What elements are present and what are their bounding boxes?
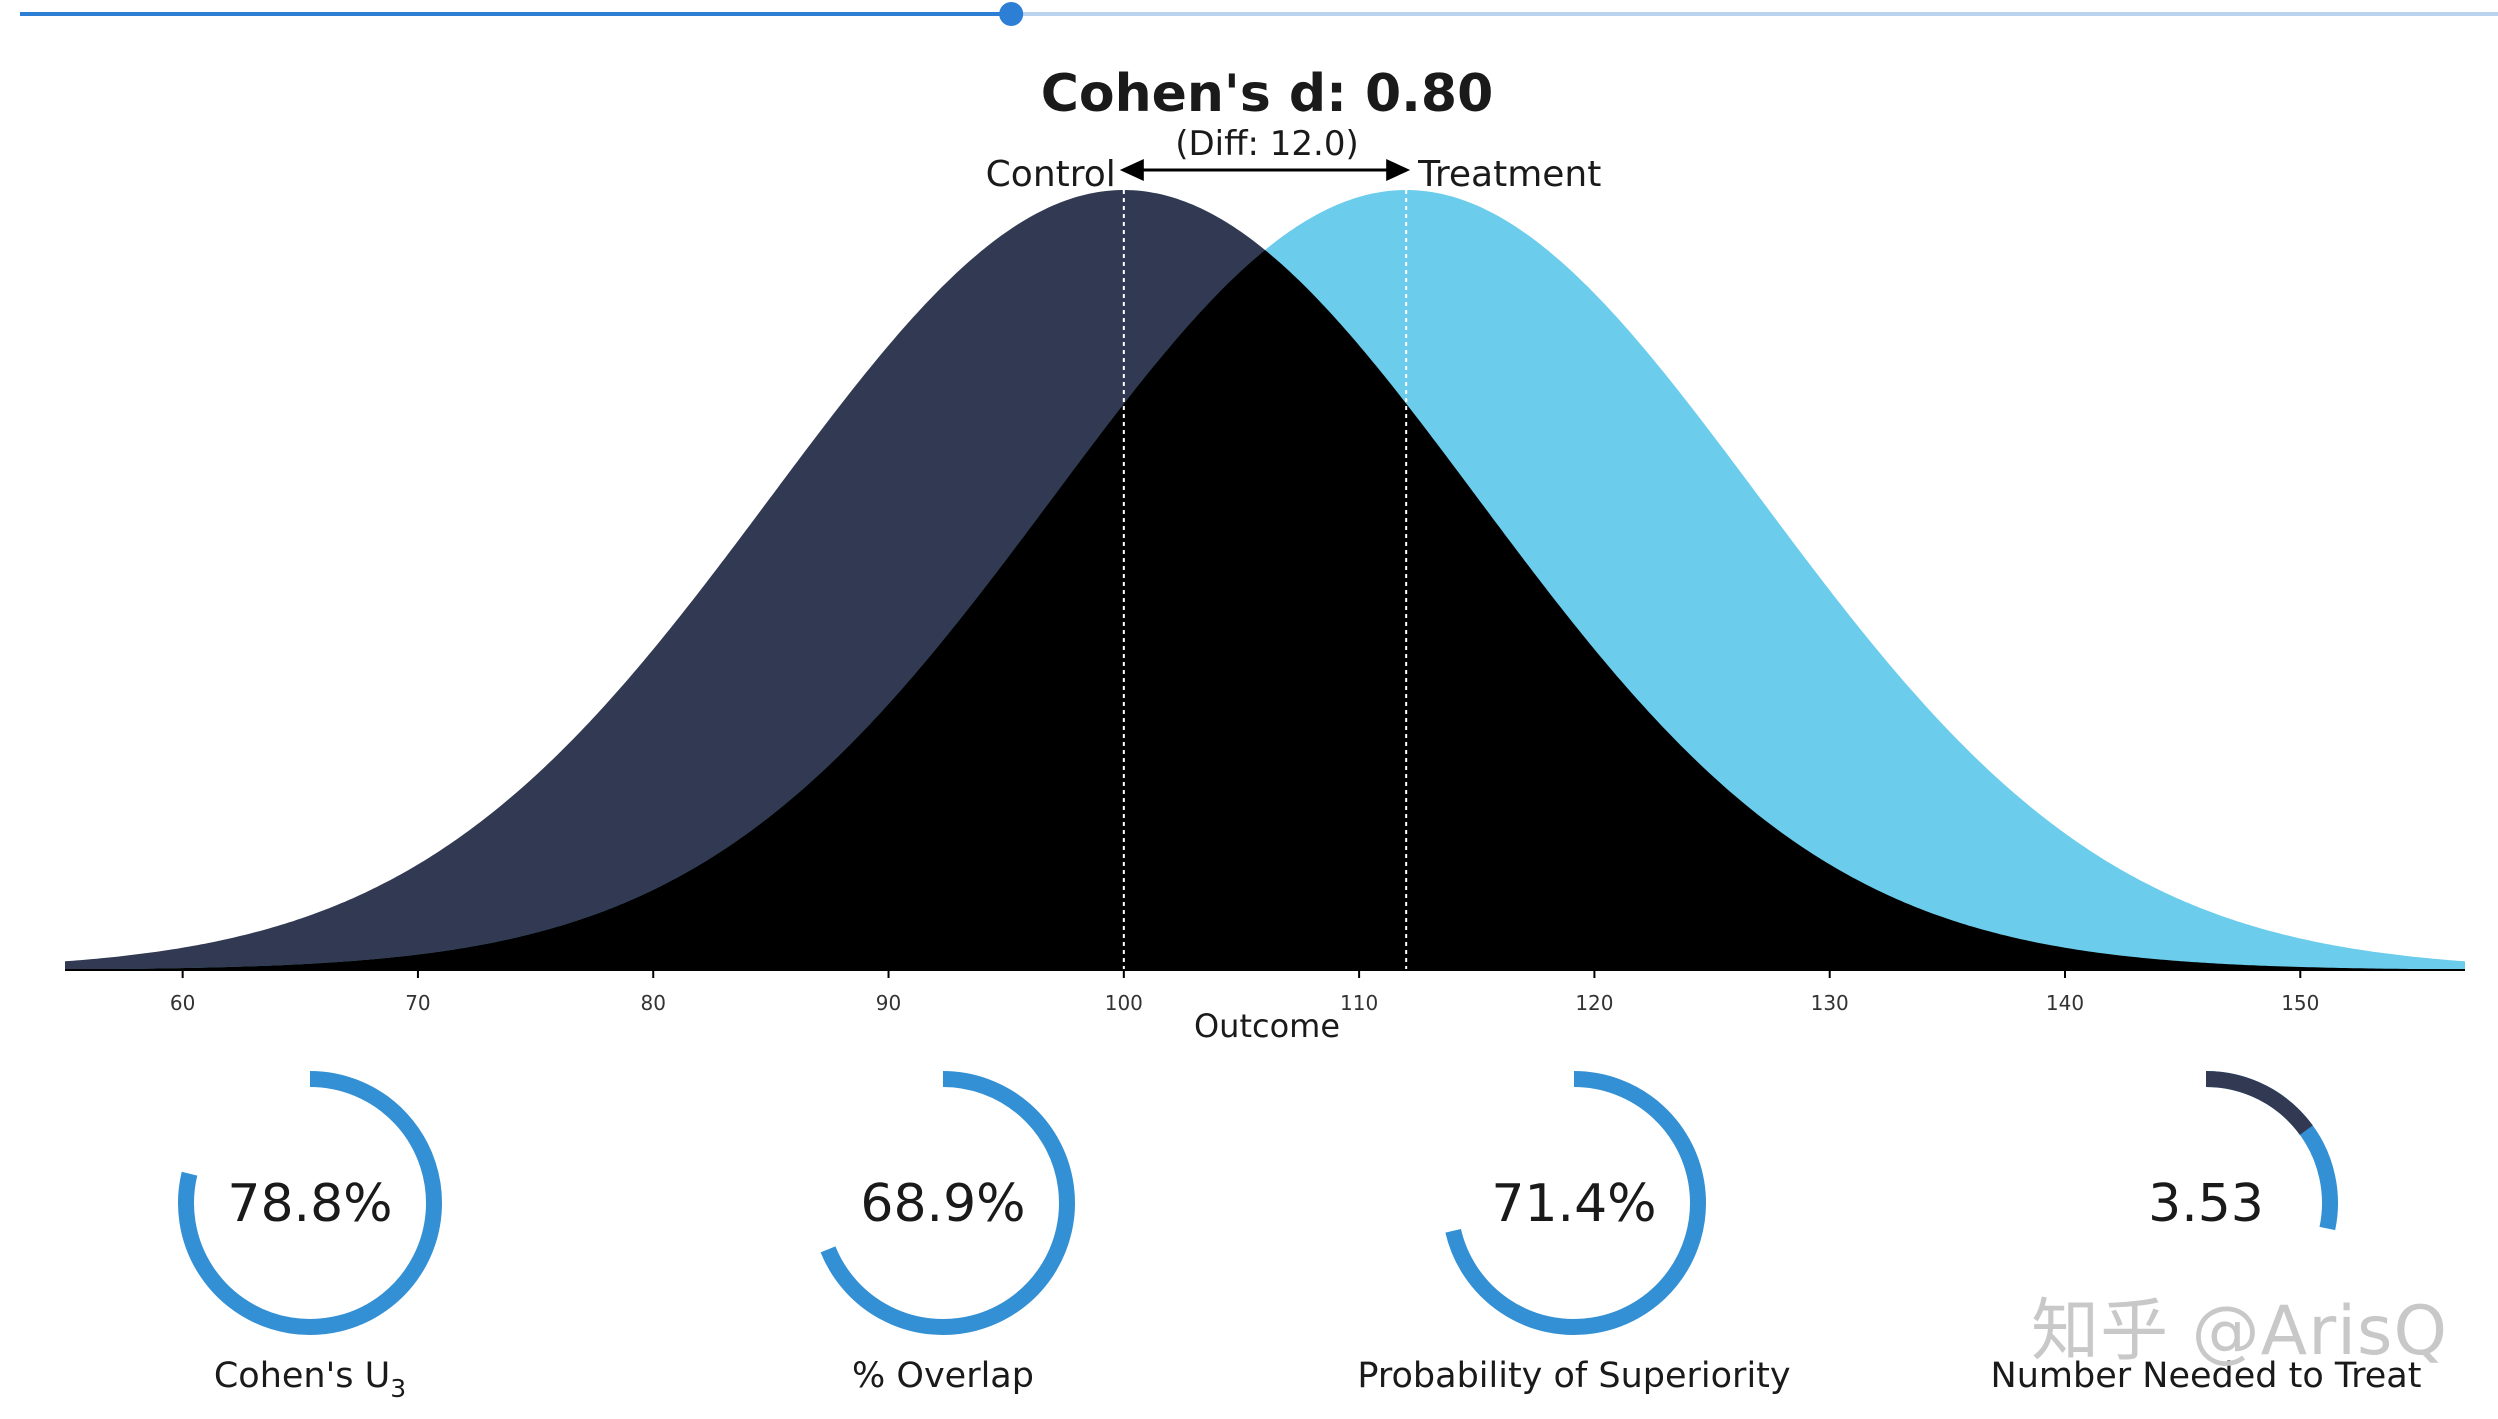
metric-label: Cohen's U3 [214,1356,406,1403]
donut-arc [1445,1071,1706,1335]
metric-value: 68.9% [860,1174,1025,1234]
donut-arc-highlight [2205,1071,2313,1135]
metric-label: Number Needed to Treat [1991,1356,2422,1396]
x-tick-label: 80 [641,991,666,1015]
arrow-head-right [1386,159,1411,181]
difference-subtitle: (Diff: 12.0) [1175,124,1359,164]
metric-label-subscript: 3 [390,1374,406,1403]
arrow-head-left [1119,159,1144,181]
metric-label-text: Cohen's U [214,1356,390,1396]
chart-title: Cohen's d: 0.80 [1041,64,1494,124]
metrics-row: 78.8% Cohen's U3 68.9% % Overlap 71.4% Probab… [178,1071,2422,1403]
metric-donut: 3.53 Number Needed to Treat [1991,1071,2422,1396]
metric-donut: 71.4% Probability of Superiority [1357,1071,1791,1396]
metric-label-text: Probability of Superiority [1357,1356,1790,1396]
x-tick-label: 150 [2281,991,2319,1015]
overlap-region [65,250,2465,970]
x-tick-label: 60 [170,991,195,1015]
metric-donut: 68.9% % Overlap [820,1071,1075,1396]
metric-label-text: % Overlap [852,1356,1034,1396]
metric-value: 3.53 [2148,1174,2264,1234]
x-tick-label: 110 [1340,991,1378,1015]
metric-value: 78.8% [227,1174,392,1234]
watermark: 知乎 @ArisQ [2031,1292,2448,1371]
x-tick-label: 120 [1575,991,1613,1015]
metric-label-text: Number Needed to Treat [1991,1356,2422,1396]
x-axis-label: Outcome [1194,1007,1340,1045]
x-axis: 60 70 80 90 100 110 120 130 140 150 [65,969,2465,1015]
x-tick-label: 140 [2046,991,2084,1015]
metric-label: % Overlap [852,1356,1034,1396]
distribution-plot [65,190,2465,970]
metric-donut: 78.8% Cohen's U3 [178,1071,442,1403]
x-tick-label: 130 [1811,991,1849,1015]
metric-value: 71.4% [1491,1174,1656,1234]
control-label: Control [986,154,1116,195]
difference-arrow [1119,159,1411,181]
x-tick-label: 100 [1105,991,1143,1015]
metric-label: Probability of Superiority [1357,1356,1790,1396]
donut-arc [178,1071,442,1335]
effect-size-slider[interactable] [20,2,2498,26]
x-tick-label: 90 [876,991,901,1015]
treatment-label: Treatment [1417,154,1601,195]
donut-arc [820,1071,1075,1335]
x-tick-label: 70 [405,991,430,1015]
slider-handle[interactable] [999,2,1024,26]
